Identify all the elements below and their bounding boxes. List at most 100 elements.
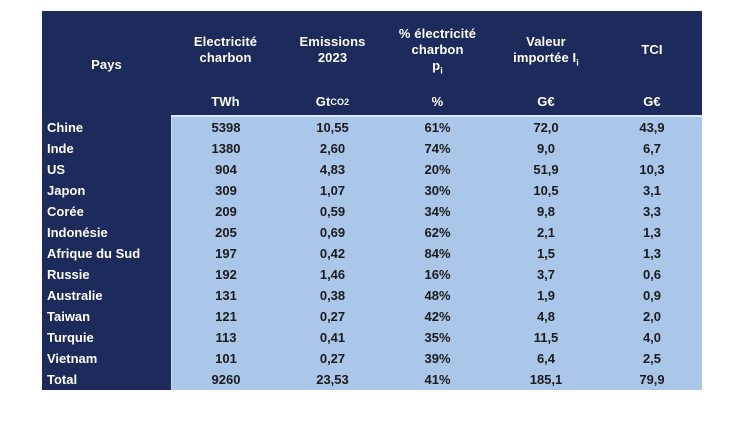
data-cell-tci: 6,7 [602,138,702,159]
row-label: Total [42,369,171,390]
header-separator [42,115,702,117]
data-cell-emissions-2023: 4,83 [280,159,385,180]
row-label: Taiwan [42,306,171,327]
data-cell-electricite-charbon: 197 [171,243,280,264]
row-label: Japon [42,180,171,201]
data-cell-pct-electricite-charbon: 35% [385,327,490,348]
data-cell-emissions-2023: 0,59 [280,201,385,222]
row-label: Australie [42,285,171,306]
data-cell-emissions-2023: 0,41 [280,327,385,348]
coal-countries-table: Pays Electricité charbon Emissions 2023 % éle… [42,11,702,390]
column-header-pays: Pays [42,11,171,89]
data-cell-electricite-charbon: 101 [171,348,280,369]
column-header-emissions-2023: Emissions 2023 [280,11,385,89]
header-separator-line [171,115,702,117]
column-header-valeur-importee: Valeur importée Ii [490,11,602,89]
data-cell-emissions-2023: 0,69 [280,222,385,243]
data-cell-electricite-charbon: 209 [171,201,280,222]
data-cell-pct-electricite-charbon: 62% [385,222,490,243]
data-cell-pct-electricite-charbon: 61% [385,117,490,138]
data-cell-emissions-2023: 2,60 [280,138,385,159]
data-cell-electricite-charbon: 205 [171,222,280,243]
data-cell-emissions-2023: 0,27 [280,348,385,369]
data-cell-tci: 0,9 [602,285,702,306]
data-cell-pct-electricite-charbon: 48% [385,285,490,306]
data-cell-valeur-importee: 72,0 [490,117,602,138]
header-separator-left [42,115,171,117]
row-label: Afrique du Sud [42,243,171,264]
data-cell-electricite-charbon: 192 [171,264,280,285]
data-cell-electricite-charbon: 5398 [171,117,280,138]
data-cell-pct-electricite-charbon: 84% [385,243,490,264]
data-cell-tci: 10,3 [602,159,702,180]
row-label: Chine [42,117,171,138]
row-label: Turquie [42,327,171,348]
data-cell-emissions-2023: 0,38 [280,285,385,306]
data-cell-emissions-2023: 0,42 [280,243,385,264]
column-unit-pays [42,89,171,115]
data-cell-pct-electricite-charbon: 39% [385,348,490,369]
column-unit-pct-electricite-charbon: % [431,94,444,110]
data-cell-emissions-2023: 0,27 [280,306,385,327]
row-label: Vietnam [42,348,171,369]
column-header-label: Valeur importée Ii [513,34,579,68]
data-cell-pct-electricite-charbon: 30% [385,180,490,201]
data-cell-electricite-charbon: 904 [171,159,280,180]
column-header-label: TCI [641,42,663,58]
column-unit-valeur-importee: G€ [537,94,555,110]
data-cell-valeur-importee: 11,5 [490,327,602,348]
data-cell-emissions-2023: 23,53 [280,369,385,390]
data-cell-tci: 2,0 [602,306,702,327]
row-label: Indonésie [42,222,171,243]
data-cell-valeur-importee: 10,5 [490,180,602,201]
data-cell-electricite-charbon: 113 [171,327,280,348]
row-label: US [42,159,171,180]
data-cell-pct-electricite-charbon: 42% [385,306,490,327]
column-header-label: Electricité charbon [193,34,258,65]
column-header-pct-electricite-charbon: % électricité charbon pi [385,11,490,89]
data-cell-pct-electricite-charbon: 34% [385,201,490,222]
column-header-label: % électricité charbon pi [398,26,477,76]
data-cell-pct-electricite-charbon: 41% [385,369,490,390]
data-cell-valeur-importee: 1,9 [490,285,602,306]
data-cell-valeur-importee: 9,0 [490,138,602,159]
data-cell-pct-electricite-charbon: 74% [385,138,490,159]
data-cell-valeur-importee: 185,1 [490,369,602,390]
data-cell-tci: 0,6 [602,264,702,285]
data-cell-tci: 3,1 [602,180,702,201]
data-cell-pct-electricite-charbon: 16% [385,264,490,285]
data-cell-valeur-importee: 4,8 [490,306,602,327]
column-unit-electricite-charbon: TWh [211,94,240,110]
data-cell-valeur-importee: 3,7 [490,264,602,285]
data-cell-tci: 3,3 [602,201,702,222]
data-cell-electricite-charbon: 309 [171,180,280,201]
column-header-electricite-charbon: Electricité charbon [171,11,280,89]
data-cell-tci: 2,5 [602,348,702,369]
data-cell-valeur-importee: 9,8 [490,201,602,222]
data-cell-valeur-importee: 6,4 [490,348,602,369]
data-cell-tci: 1,3 [602,222,702,243]
column-header-label: Emissions 2023 [299,34,366,65]
table-header: Pays Electricité charbon Emissions 2023 % éle… [42,11,702,115]
column-unit-tci: G€ [643,94,661,110]
column-header-tci: TCI [602,11,702,89]
data-cell-electricite-charbon: 1380 [171,138,280,159]
data-cell-valeur-importee: 1,5 [490,243,602,264]
table-body: Chine 5398 10,55 61% 72,0 43,9 Inde 1380 2,60 74%… [42,117,702,390]
data-cell-tci: 4,0 [602,327,702,348]
data-cell-tci: 1,3 [602,243,702,264]
data-cell-valeur-importee: 51,9 [490,159,602,180]
data-cell-electricite-charbon: 9260 [171,369,280,390]
column-unit-emissions-2023: Gt CO2 [315,94,350,110]
row-label: Russie [42,264,171,285]
data-cell-valeur-importee: 2,1 [490,222,602,243]
data-cell-emissions-2023: 1,46 [280,264,385,285]
data-cell-tci: 43,9 [602,117,702,138]
column-header-label: Pays [91,57,122,73]
data-cell-emissions-2023: 10,55 [280,117,385,138]
data-cell-electricite-charbon: 121 [171,306,280,327]
data-cell-tci: 79,9 [602,369,702,390]
row-label: Inde [42,138,171,159]
row-label: Corée [42,201,171,222]
data-cell-electricite-charbon: 131 [171,285,280,306]
